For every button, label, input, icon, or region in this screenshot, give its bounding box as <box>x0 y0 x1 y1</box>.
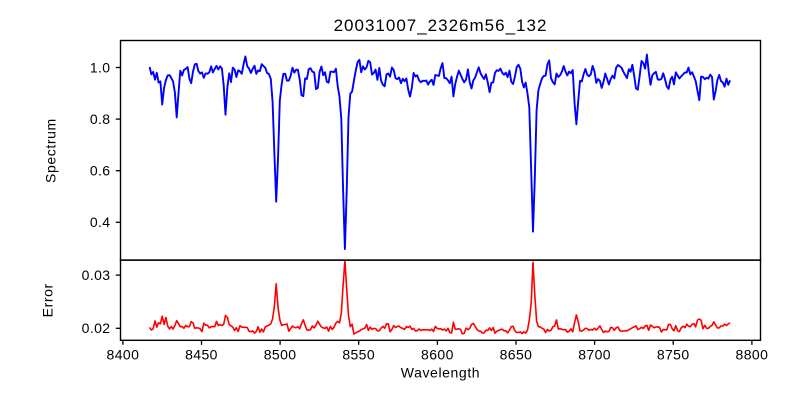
svg-text:0.03: 0.03 <box>82 267 111 283</box>
svg-text:8550: 8550 <box>342 347 375 363</box>
svg-text:8700: 8700 <box>578 347 611 363</box>
svg-text:Wavelength: Wavelength <box>401 365 480 381</box>
svg-text:8800: 8800 <box>736 347 769 363</box>
svg-text:8750: 8750 <box>657 347 690 363</box>
svg-text:Spectrum: Spectrum <box>43 118 59 183</box>
svg-text:Error: Error <box>39 283 55 317</box>
svg-text:8450: 8450 <box>185 347 218 363</box>
svg-text:0.8: 0.8 <box>90 111 111 127</box>
svg-text:8400: 8400 <box>107 347 140 363</box>
svg-text:0.4: 0.4 <box>90 214 111 230</box>
svg-text:0.02: 0.02 <box>82 320 111 336</box>
svg-text:8600: 8600 <box>421 347 454 363</box>
svg-text:8650: 8650 <box>500 347 533 363</box>
svg-text:0.6: 0.6 <box>90 163 111 179</box>
svg-text:20031007_2326m56_132: 20031007_2326m56_132 <box>334 16 548 35</box>
svg-text:1.0: 1.0 <box>90 59 111 75</box>
svg-text:8500: 8500 <box>264 347 297 363</box>
